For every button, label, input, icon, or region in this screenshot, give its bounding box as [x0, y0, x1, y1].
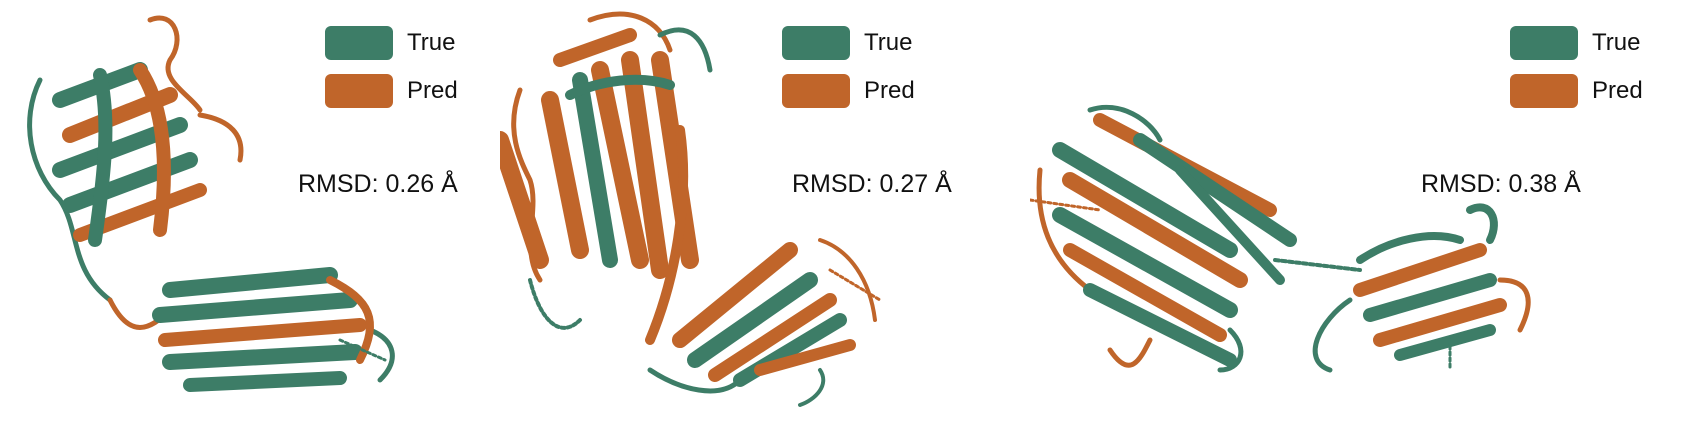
true-swatch [325, 26, 393, 60]
pred-swatch [1510, 74, 1578, 108]
legend-label-pred: Pred [864, 77, 915, 104]
rmsd-label-1: RMSD: 0.26 Å [298, 170, 458, 198]
rmsd-label-3: RMSD: 0.38 Å [1421, 170, 1581, 198]
legend-label-pred: Pred [407, 77, 458, 104]
legend-label-true: True [864, 29, 913, 56]
legend-2: True Pred [782, 26, 915, 122]
legend-entry-true: True [325, 26, 458, 60]
structure-panel-1: True Pred RMSD: 0.26 Å [0, 0, 560, 446]
legend-1: True Pred [325, 26, 458, 122]
legend-label-pred: Pred [1592, 77, 1643, 104]
legend-entry-pred: Pred [325, 74, 458, 108]
legend-entry-true: True [1510, 26, 1643, 60]
protein-structure-overlay-2 [500, 11, 882, 407]
protein-structure-overlay-1 [27, 15, 395, 392]
legend-label-true: True [407, 29, 456, 56]
legend-entry-pred: Pred [782, 74, 915, 108]
structure-panel-3: True Pred RMSD: 0.38 Å [1030, 0, 1682, 446]
legend-entry-pred: Pred [1510, 74, 1643, 108]
protein-structure-overlay-3 [1030, 104, 1531, 373]
true-swatch [782, 26, 850, 60]
legend-label-true: True [1592, 29, 1641, 56]
pred-swatch [325, 74, 393, 108]
pred-swatch [782, 74, 850, 108]
legend-3: True Pred [1510, 26, 1643, 122]
structure-panel-2: True Pred RMSD: 0.27 Å [500, 0, 1020, 446]
rmsd-label-2: RMSD: 0.27 Å [792, 170, 952, 198]
legend-entry-true: True [782, 26, 915, 60]
true-swatch [1510, 26, 1578, 60]
